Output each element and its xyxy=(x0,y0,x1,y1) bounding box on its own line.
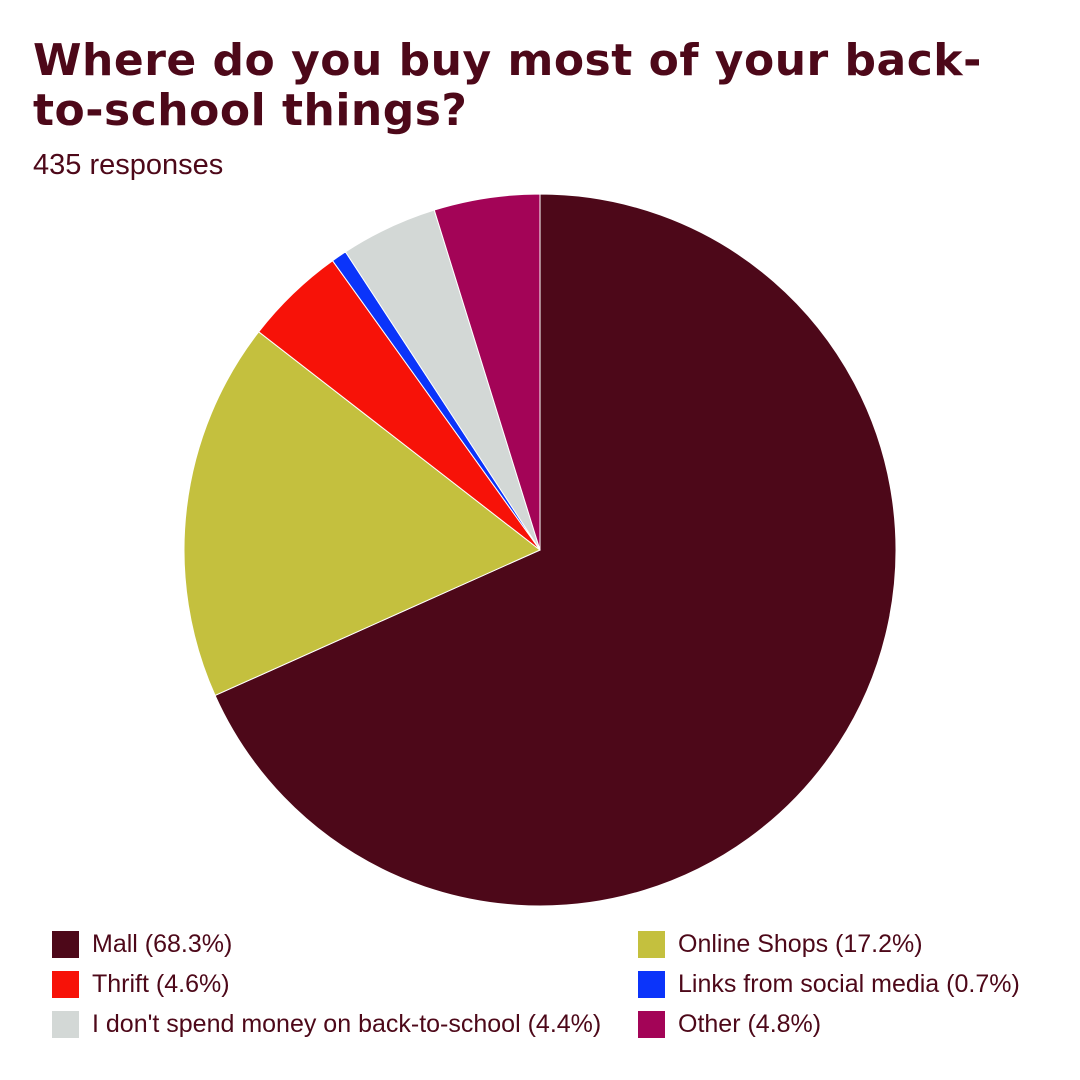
response-count: 435 responses xyxy=(33,149,224,181)
chart-title: Where do you buy most of your back-to-sc… xyxy=(33,35,982,136)
pie-slice-mall xyxy=(214,193,897,907)
pie-slice-other xyxy=(433,193,541,551)
pie-slice-online-shops xyxy=(183,331,541,697)
